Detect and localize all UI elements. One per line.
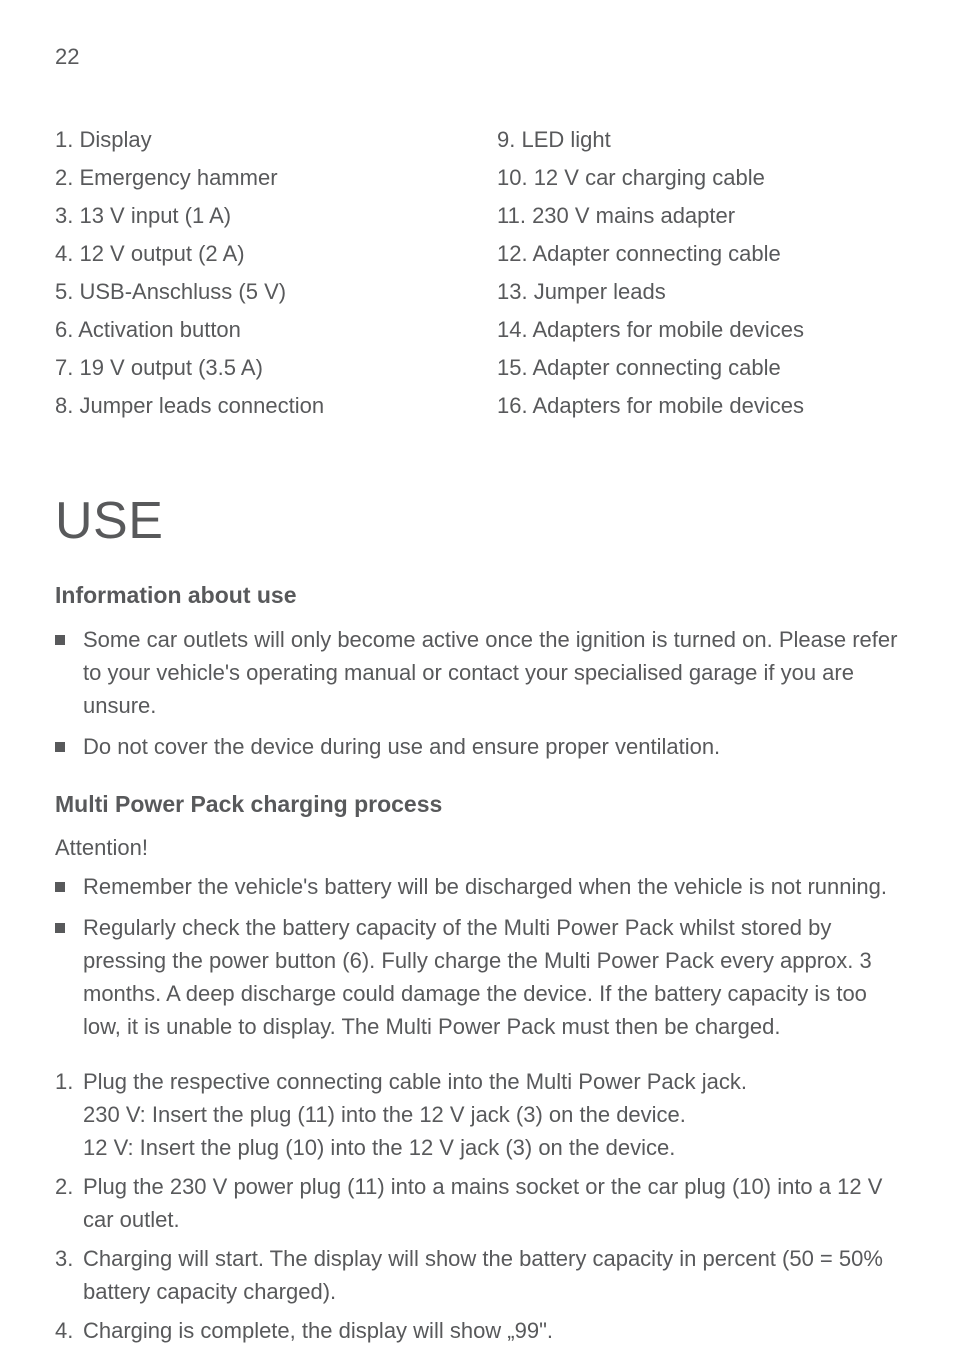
- step-text: 230 V: Insert the plug (11) into the 12 …: [83, 1098, 899, 1131]
- parts-left-column: 1. Display 2. Emergency hammer 3. 13 V i…: [55, 123, 457, 427]
- charging-section: Multi Power Pack charging process Attent…: [55, 787, 899, 1347]
- info-heading: Information about use: [55, 578, 899, 613]
- charging-steps: Plug the respective connecting cable int…: [55, 1065, 899, 1347]
- part-item: 13. Jumper leads: [497, 275, 899, 308]
- info-section: Information about use Some car outlets w…: [55, 578, 899, 763]
- part-item: 7. 19 V output (3.5 A): [55, 351, 457, 384]
- part-item: 4. 12 V output (2 A): [55, 237, 457, 270]
- info-bullet: Do not cover the device during use and e…: [55, 730, 899, 763]
- charging-bullet: Regularly check the battery capacity of …: [55, 911, 899, 1043]
- parts-list: 1. Display 2. Emergency hammer 3. 13 V i…: [55, 123, 899, 427]
- step-1: Plug the respective connecting cable int…: [55, 1065, 899, 1164]
- part-item: 6. Activation button: [55, 313, 457, 346]
- page-number: 22: [55, 40, 899, 73]
- part-item: 10. 12 V car charging cable: [497, 161, 899, 194]
- charging-bullets: Remember the vehicle's battery will be d…: [55, 870, 899, 1043]
- part-item: 1. Display: [55, 123, 457, 156]
- step-2: Plug the 230 V power plug (11) into a ma…: [55, 1170, 899, 1236]
- info-bullet: Some car outlets will only become active…: [55, 623, 899, 722]
- part-item: 3. 13 V input (1 A): [55, 199, 457, 232]
- part-item: 8. Jumper leads connection: [55, 389, 457, 422]
- charging-bullet: Remember the vehicle's battery will be d…: [55, 870, 899, 903]
- part-item: 16. Adapters for mobile devices: [497, 389, 899, 422]
- part-item: 5. USB-Anschluss (5 V): [55, 275, 457, 308]
- step-text: 12 V: Insert the plug (10) into the 12 V…: [83, 1131, 899, 1164]
- charging-heading: Multi Power Pack charging process: [55, 787, 899, 822]
- use-heading: USE: [55, 482, 899, 560]
- attention-label: Attention!: [55, 831, 899, 864]
- step-text: Plug the respective connecting cable int…: [83, 1065, 899, 1098]
- part-item: 14. Adapters for mobile devices: [497, 313, 899, 346]
- step-4: Charging is complete, the display will s…: [55, 1314, 899, 1347]
- part-item: 11. 230 V mains adapter: [497, 199, 899, 232]
- step-3: Charging will start. The display will sh…: [55, 1242, 899, 1308]
- part-item: 12. Adapter connecting cable: [497, 237, 899, 270]
- part-item: 15. Adapter connecting cable: [497, 351, 899, 384]
- part-item: 9. LED light: [497, 123, 899, 156]
- info-bullets: Some car outlets will only become active…: [55, 623, 899, 763]
- parts-right-column: 9. LED light 10. 12 V car charging cable…: [497, 123, 899, 427]
- part-item: 2. Emergency hammer: [55, 161, 457, 194]
